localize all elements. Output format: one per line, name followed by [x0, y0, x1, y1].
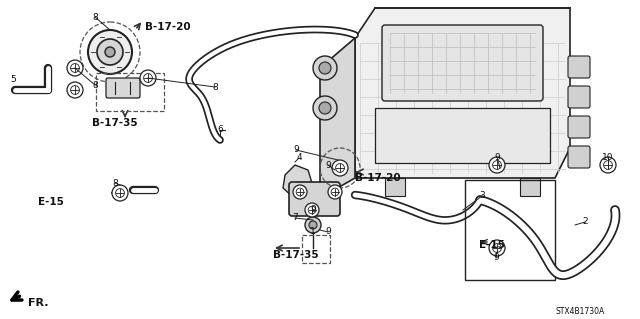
Text: 3: 3: [479, 191, 485, 201]
Text: 4: 4: [296, 153, 302, 162]
Text: 5: 5: [10, 76, 16, 85]
FancyBboxPatch shape: [106, 78, 140, 98]
Text: 8: 8: [112, 179, 118, 188]
Circle shape: [335, 164, 344, 172]
Text: 9: 9: [293, 145, 299, 154]
Polygon shape: [355, 8, 570, 178]
Text: B-17-20: B-17-20: [145, 22, 191, 32]
Text: 10: 10: [602, 152, 614, 161]
Circle shape: [308, 206, 316, 214]
Circle shape: [70, 85, 79, 94]
Text: 9: 9: [325, 227, 331, 236]
Circle shape: [489, 240, 505, 256]
Text: 9: 9: [325, 160, 331, 169]
Bar: [385, 178, 405, 196]
Text: B-17-35: B-17-35: [92, 118, 138, 128]
Circle shape: [293, 185, 307, 199]
Text: B-17-20: B-17-20: [355, 173, 401, 183]
Text: 7: 7: [292, 213, 298, 222]
Text: STX4B1730A: STX4B1730A: [555, 307, 604, 316]
Circle shape: [489, 157, 505, 173]
Circle shape: [604, 160, 612, 169]
Circle shape: [493, 244, 501, 252]
Bar: [465, 180, 555, 280]
Text: 9: 9: [493, 254, 499, 263]
Circle shape: [332, 160, 348, 176]
Text: E-15: E-15: [38, 197, 64, 207]
Circle shape: [140, 70, 156, 86]
Bar: [302, 235, 330, 263]
Circle shape: [313, 96, 337, 120]
FancyBboxPatch shape: [568, 146, 590, 168]
Text: 6: 6: [217, 125, 223, 135]
Text: B-17-35: B-17-35: [273, 250, 319, 260]
Circle shape: [493, 160, 501, 169]
Polygon shape: [320, 38, 355, 198]
Circle shape: [305, 203, 319, 217]
Polygon shape: [283, 165, 312, 197]
Circle shape: [319, 102, 331, 114]
Circle shape: [600, 157, 616, 173]
Circle shape: [328, 185, 342, 199]
Text: 1: 1: [310, 227, 316, 236]
Circle shape: [88, 30, 132, 74]
Circle shape: [313, 56, 337, 80]
Circle shape: [319, 62, 331, 74]
Text: 8: 8: [92, 12, 98, 21]
Circle shape: [97, 39, 123, 65]
Bar: [96, 73, 164, 111]
Circle shape: [105, 47, 115, 57]
FancyBboxPatch shape: [568, 116, 590, 138]
Circle shape: [116, 189, 124, 197]
Text: 8: 8: [92, 80, 98, 90]
Circle shape: [296, 188, 304, 196]
Bar: [520, 178, 540, 196]
Circle shape: [67, 82, 83, 98]
Circle shape: [309, 221, 317, 229]
FancyBboxPatch shape: [382, 25, 543, 101]
Text: 9: 9: [494, 152, 500, 161]
Text: 2: 2: [582, 218, 588, 226]
FancyBboxPatch shape: [289, 182, 340, 216]
Bar: [375, 108, 550, 163]
Circle shape: [331, 188, 339, 196]
FancyBboxPatch shape: [568, 86, 590, 108]
Circle shape: [305, 217, 321, 233]
Circle shape: [67, 60, 83, 76]
Circle shape: [143, 74, 152, 82]
Circle shape: [70, 63, 79, 72]
Text: 9: 9: [310, 205, 316, 214]
Text: 8: 8: [212, 83, 218, 92]
FancyBboxPatch shape: [568, 56, 590, 78]
Circle shape: [112, 185, 128, 201]
Text: FR.: FR.: [28, 298, 49, 308]
Text: E-15: E-15: [479, 240, 505, 250]
